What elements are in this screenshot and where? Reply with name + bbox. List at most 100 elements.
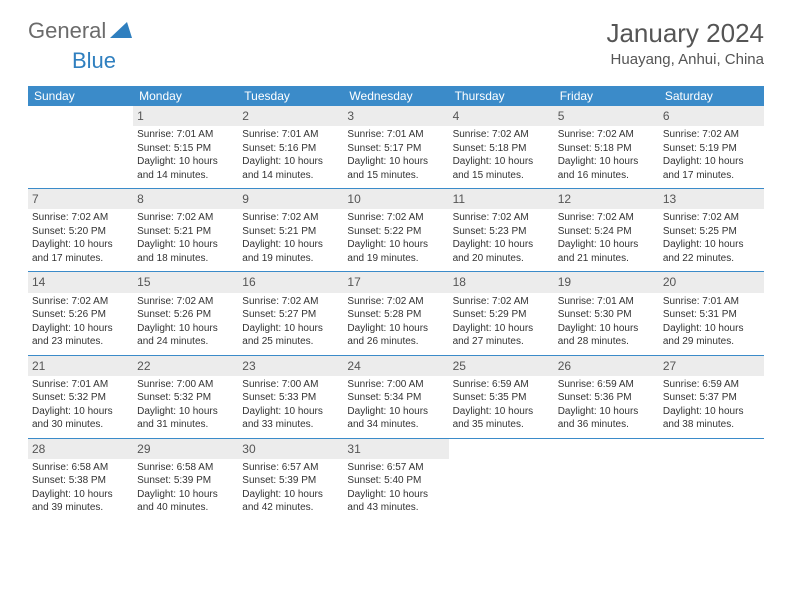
sunset-line: Sunset: 5:35 PM (453, 391, 550, 405)
day-number: 29 (133, 439, 238, 459)
day-number: 5 (554, 106, 659, 126)
sunset-line: Sunset: 5:26 PM (137, 308, 234, 322)
month-title: January 2024 (606, 18, 764, 49)
sunrise-line: Sunrise: 7:01 AM (347, 128, 444, 142)
daylight-line: Daylight: 10 hours and 35 minutes. (453, 405, 550, 432)
day-number: 11 (449, 189, 554, 209)
sunrise-line: Sunrise: 7:02 AM (137, 295, 234, 309)
weekday-header: Sunday (28, 86, 133, 106)
calendar-cell: 18Sunrise: 7:02 AMSunset: 5:29 PMDayligh… (449, 272, 554, 355)
calendar-cell: 27Sunrise: 6:59 AMSunset: 5:37 PMDayligh… (659, 355, 764, 438)
calendar-cell (449, 438, 554, 521)
sunrise-line: Sunrise: 7:02 AM (663, 211, 760, 225)
calendar-cell: 8Sunrise: 7:02 AMSunset: 5:21 PMDaylight… (133, 189, 238, 272)
day-number: 31 (343, 439, 448, 459)
daylight-line: Daylight: 10 hours and 31 minutes. (137, 405, 234, 432)
day-number: 3 (343, 106, 448, 126)
sunrise-line: Sunrise: 7:01 AM (137, 128, 234, 142)
sunrise-line: Sunrise: 7:01 AM (663, 295, 760, 309)
day-number: 6 (659, 106, 764, 126)
sunrise-line: Sunrise: 6:59 AM (558, 378, 655, 392)
day-number: 22 (133, 356, 238, 376)
calendar-row: 7Sunrise: 7:02 AMSunset: 5:20 PMDaylight… (28, 189, 764, 272)
daylight-line: Daylight: 10 hours and 20 minutes. (453, 238, 550, 265)
calendar-cell: 15 Sunrise: 7:02 AMSunset: 5:26 PMDayligh… (133, 272, 238, 355)
calendar-body: 1Sunrise: 7:01 AMSunset: 5:15 PMDaylight… (28, 106, 764, 521)
sunset-line: Sunset: 5:30 PM (558, 308, 655, 322)
daylight-line: Daylight: 10 hours and 30 minutes. (32, 405, 129, 432)
weekday-header: Wednesday (343, 86, 448, 106)
sunset-line: Sunset: 5:37 PM (663, 391, 760, 405)
day-number: 23 (238, 356, 343, 376)
daylight-line: Daylight: 10 hours and 14 minutes. (137, 155, 234, 182)
daylight-line: Daylight: 10 hours and 23 minutes. (32, 322, 129, 349)
sunrise-line: Sunrise: 7:02 AM (663, 128, 760, 142)
calendar-cell: 5Sunrise: 7:02 AMSunset: 5:18 PMDaylight… (554, 106, 659, 189)
day-number: 19 (554, 272, 659, 292)
calendar-cell: 16 Sunrise: 7:02 AMSunset: 5:27 PMDayligh… (238, 272, 343, 355)
daylight-line: Daylight: 10 hours and 15 minutes. (347, 155, 444, 182)
calendar-cell: 28Sunrise: 6:58 AMSunset: 5:38 PMDayligh… (28, 438, 133, 521)
day-number: 16 (238, 272, 343, 292)
sunset-line: Sunset: 5:24 PM (558, 225, 655, 239)
calendar-cell: 31Sunrise: 6:57 AMSunset: 5:40 PMDayligh… (343, 438, 448, 521)
sunset-line: Sunset: 5:20 PM (32, 225, 129, 239)
calendar-table: Sunday Monday Tuesday Wednesday Thursday… (28, 86, 764, 521)
daylight-line: Daylight: 10 hours and 42 minutes. (242, 488, 339, 515)
calendar-cell: 12Sunrise: 7:02 AMSunset: 5:24 PMDayligh… (554, 189, 659, 272)
sunset-line: Sunset: 5:39 PM (137, 474, 234, 488)
day-number (449, 439, 554, 459)
sunset-line: Sunset: 5:26 PM (32, 308, 129, 322)
calendar-cell: 6Sunrise: 7:02 AMSunset: 5:19 PMDaylight… (659, 106, 764, 189)
day-number: 26 (554, 356, 659, 376)
daylight-line: Daylight: 10 hours and 18 minutes. (137, 238, 234, 265)
day-number: 14 (28, 272, 133, 292)
calendar-cell: 10Sunrise: 7:02 AMSunset: 5:22 PMDayligh… (343, 189, 448, 272)
daylight-line: Daylight: 10 hours and 25 minutes. (242, 322, 339, 349)
sunset-line: Sunset: 5:21 PM (137, 225, 234, 239)
sunrise-line: Sunrise: 6:57 AM (347, 461, 444, 475)
day-number: 4 (449, 106, 554, 126)
sunset-line: Sunset: 5:32 PM (32, 391, 129, 405)
daylight-line: Daylight: 10 hours and 26 minutes. (347, 322, 444, 349)
sunrise-line: Sunrise: 6:58 AM (137, 461, 234, 475)
weekday-header-row: Sunday Monday Tuesday Wednesday Thursday… (28, 86, 764, 106)
sunrise-line: Sunrise: 7:02 AM (32, 295, 129, 309)
calendar-cell: 14 Sunrise: 7:02 AMSunset: 5:26 PMDayligh… (28, 272, 133, 355)
day-number: 30 (238, 439, 343, 459)
daylight-line: Daylight: 10 hours and 29 minutes. (663, 322, 760, 349)
calendar-cell (659, 438, 764, 521)
sunrise-line: Sunrise: 6:58 AM (32, 461, 129, 475)
weekday-header: Saturday (659, 86, 764, 106)
sunset-line: Sunset: 5:27 PM (242, 308, 339, 322)
logo: General (28, 18, 134, 44)
calendar-cell: 17Sunrise: 7:02 AMSunset: 5:28 PMDayligh… (343, 272, 448, 355)
day-number: 12 (554, 189, 659, 209)
day-number: 24 (343, 356, 448, 376)
daylight-line: Daylight: 10 hours and 22 minutes. (663, 238, 760, 265)
sunrise-line: Sunrise: 6:59 AM (453, 378, 550, 392)
calendar-cell: 22Sunrise: 7:00 AMSunset: 5:32 PMDayligh… (133, 355, 238, 438)
calendar-cell (554, 438, 659, 521)
daylight-line: Daylight: 10 hours and 34 minutes. (347, 405, 444, 432)
sunset-line: Sunset: 5:33 PM (242, 391, 339, 405)
day-number: 7 (28, 189, 133, 209)
daylight-line: Daylight: 10 hours and 28 minutes. (558, 322, 655, 349)
day-number: 15 (133, 272, 238, 292)
calendar-cell: 7Sunrise: 7:02 AMSunset: 5:20 PMDaylight… (28, 189, 133, 272)
day-number: 8 (133, 189, 238, 209)
sunset-line: Sunset: 5:32 PM (137, 391, 234, 405)
day-number: 28 (28, 439, 133, 459)
daylight-line: Daylight: 10 hours and 21 minutes. (558, 238, 655, 265)
sunrise-line: Sunrise: 7:02 AM (242, 295, 339, 309)
sunrise-line: Sunrise: 7:02 AM (242, 211, 339, 225)
triangle-icon (110, 18, 132, 44)
calendar-cell: 1Sunrise: 7:01 AMSunset: 5:15 PMDaylight… (133, 106, 238, 189)
daylight-line: Daylight: 10 hours and 24 minutes. (137, 322, 234, 349)
day-number: 9 (238, 189, 343, 209)
daylight-line: Daylight: 10 hours and 19 minutes. (347, 238, 444, 265)
daylight-line: Daylight: 10 hours and 17 minutes. (32, 238, 129, 265)
sunset-line: Sunset: 5:18 PM (453, 142, 550, 156)
sunset-line: Sunset: 5:23 PM (453, 225, 550, 239)
sunrise-line: Sunrise: 7:01 AM (32, 378, 129, 392)
